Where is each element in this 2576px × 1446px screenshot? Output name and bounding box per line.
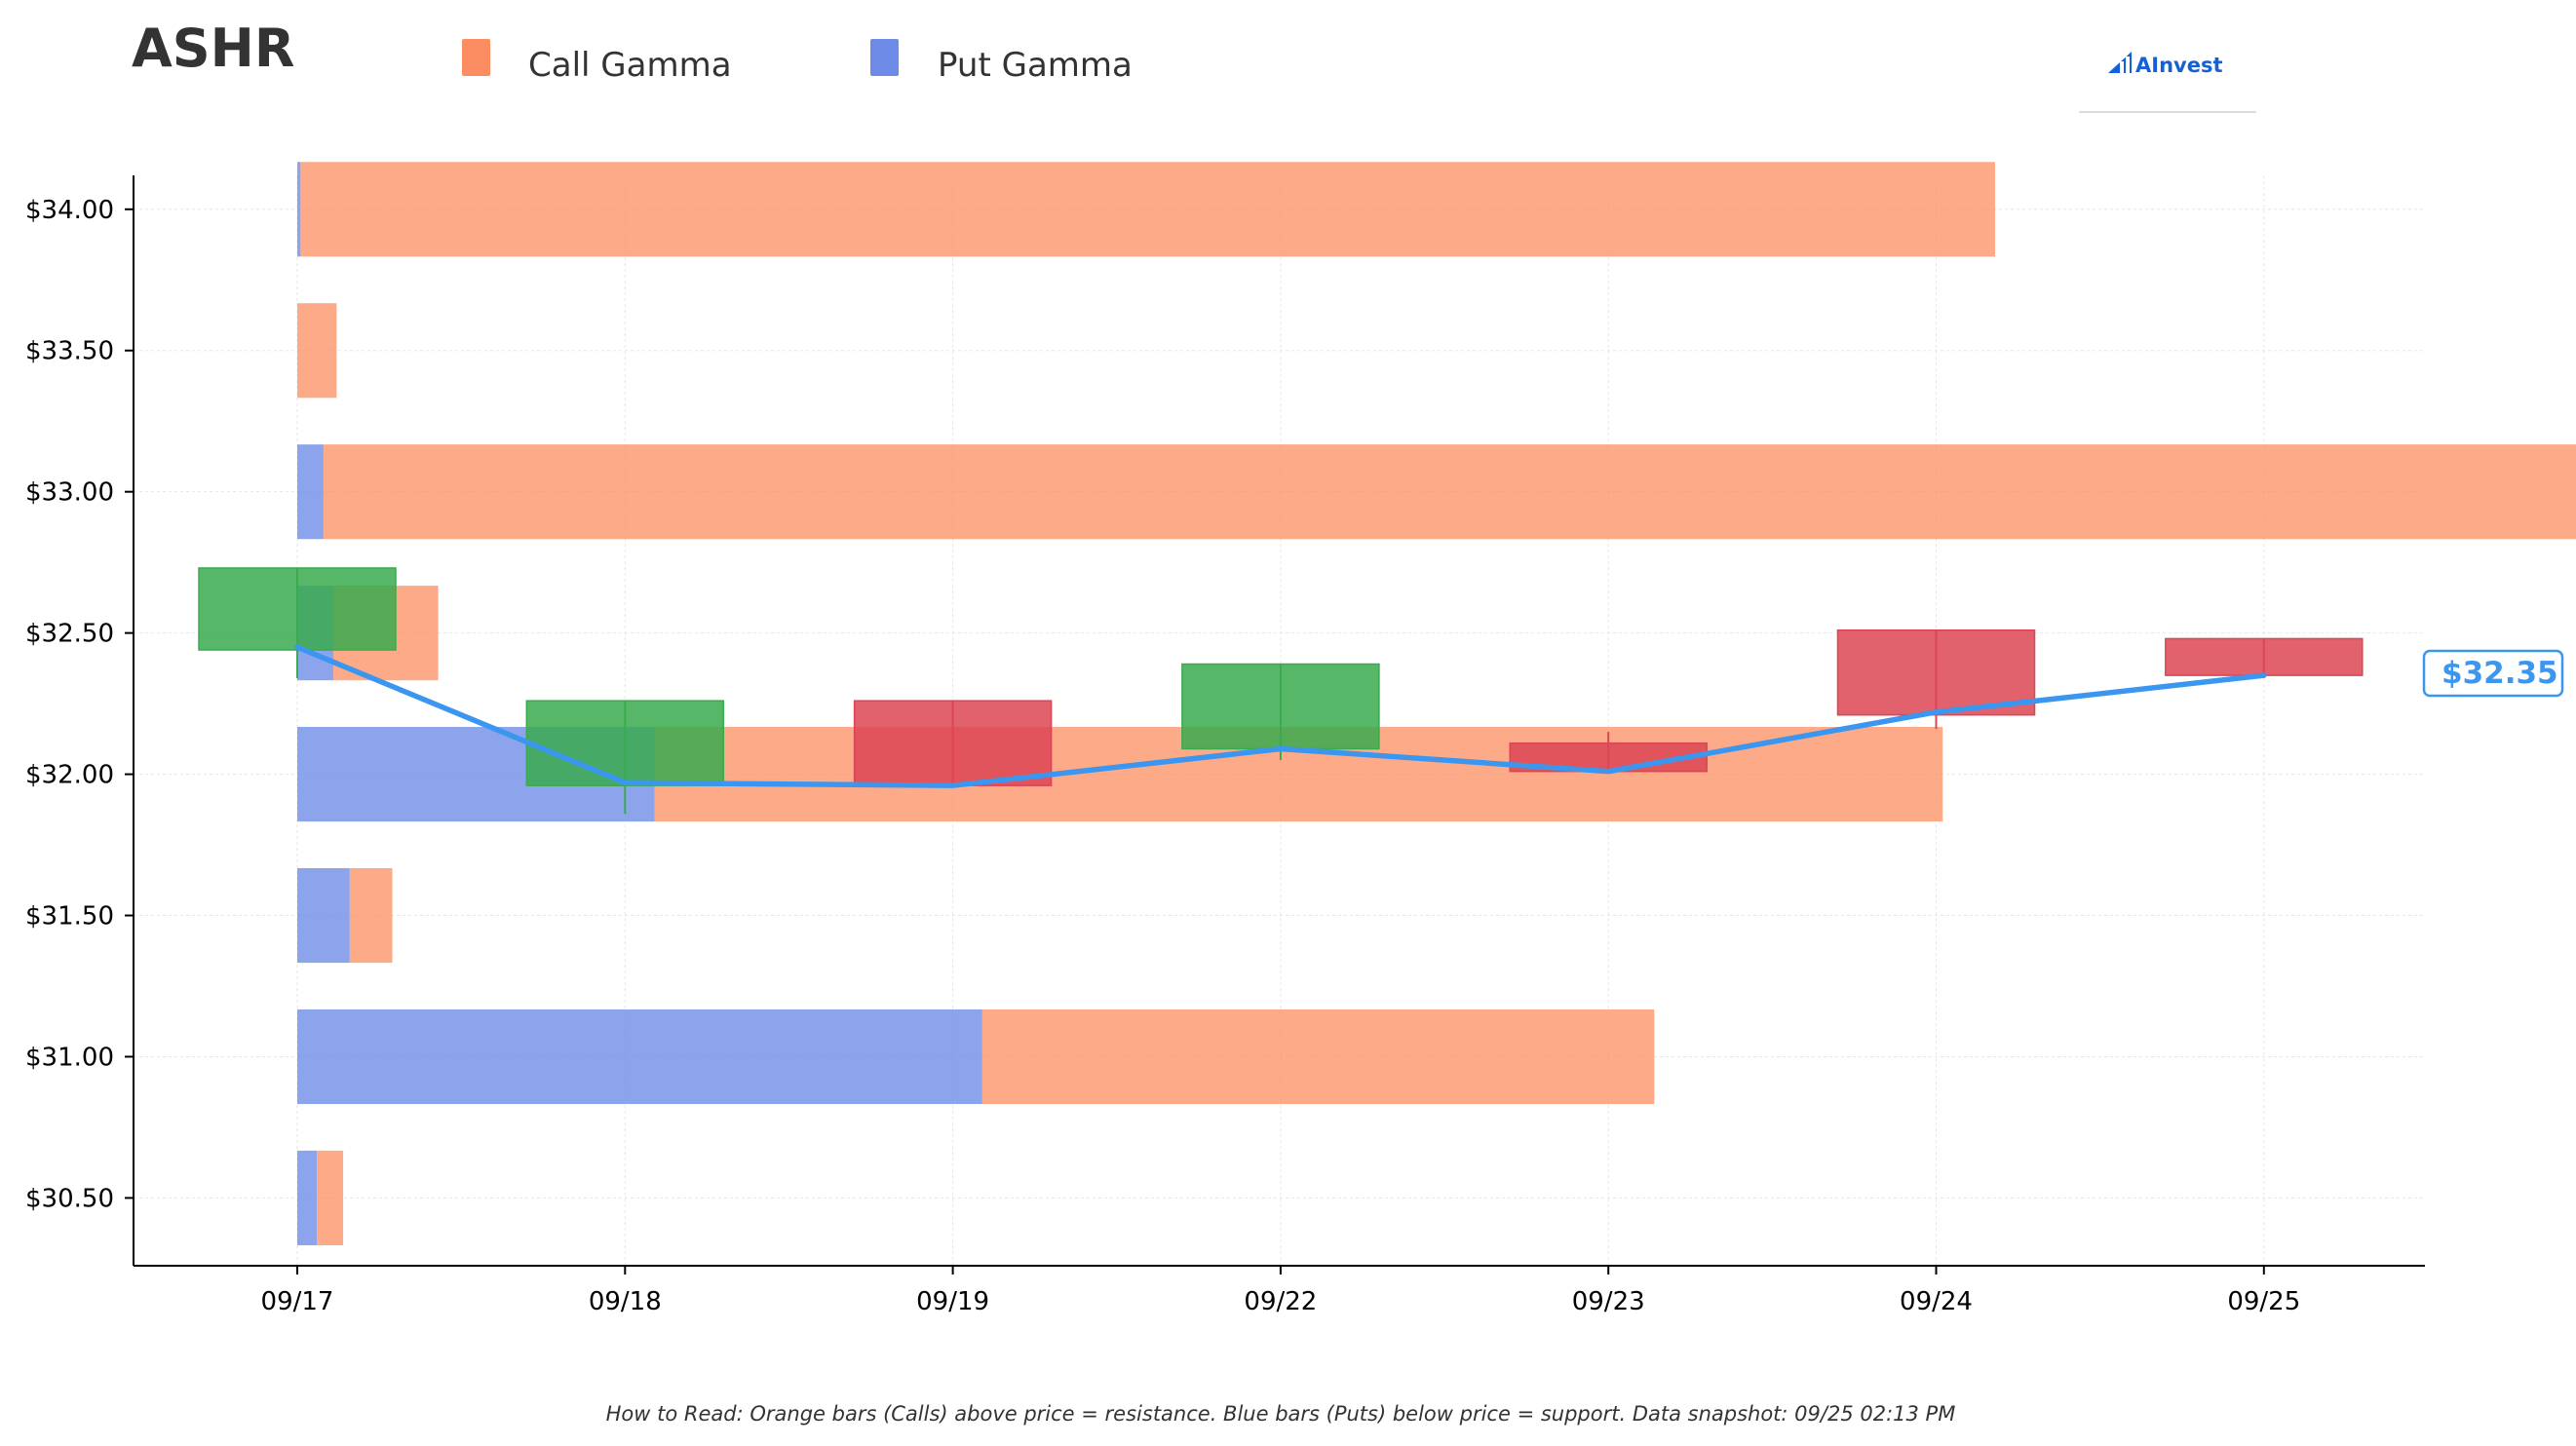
- candle-body: [2165, 637, 2364, 676]
- current-price-label: $32.35: [2441, 656, 2558, 691]
- logo-text: AInvest: [2135, 54, 2223, 77]
- put-gamma-bar: [297, 444, 324, 540]
- gamma-bars: [297, 162, 2576, 1245]
- put-gamma-bar: [297, 162, 301, 257]
- legend-call-swatch: [462, 39, 490, 76]
- price-line: [294, 644, 2267, 788]
- y-tick-label: $32.00: [25, 761, 114, 790]
- y-tick-label: $30.50: [25, 1184, 114, 1213]
- chart-title: ASHR: [132, 18, 294, 79]
- price-line-layer: [294, 644, 2267, 788]
- call-gamma-bar: [349, 867, 393, 964]
- x-tick-label: 09/22: [1244, 1287, 1317, 1316]
- x-tick-label: 09/25: [2227, 1287, 2300, 1316]
- call-gamma-bar: [981, 1008, 1655, 1105]
- footnote: How to Read: Orange bars (Calls) above p…: [606, 1402, 1956, 1426]
- call-gamma-bar: [300, 162, 1996, 257]
- call-gamma-bar: [317, 1150, 344, 1245]
- y-tick-label: $31.00: [25, 1043, 114, 1072]
- x-tick-label: 09/17: [261, 1287, 334, 1316]
- call-gamma-bar: [323, 444, 2576, 540]
- candle-body: [198, 567, 397, 651]
- y-tick-label: $31.50: [25, 902, 114, 932]
- candle-body: [525, 700, 725, 786]
- y-tick-label: $32.50: [25, 620, 114, 649]
- legend-put-swatch: [870, 39, 899, 76]
- candles: [198, 567, 2364, 815]
- candle-body: [1181, 663, 1380, 750]
- legend-call-label: Call Gamma: [528, 46, 732, 85]
- y-tick-label: $34.00: [25, 196, 114, 225]
- put-gamma-bar: [297, 1150, 318, 1245]
- put-gamma-bar: [297, 1008, 982, 1105]
- ainvest-logo: AInvest: [2079, 52, 2256, 113]
- candle-body: [853, 700, 1053, 786]
- y-tick-label: $33.50: [25, 337, 114, 366]
- logo-chart-icon: [2108, 52, 2132, 73]
- x-tick-label: 09/23: [1572, 1287, 1645, 1316]
- put-gamma-bar: [297, 867, 350, 964]
- y-tick-label: $33.00: [25, 478, 114, 508]
- x-tick-label: 09/24: [1900, 1287, 1973, 1316]
- candle-body: [1836, 628, 2036, 716]
- x-tick-label: 09/18: [589, 1287, 662, 1316]
- legend-put-label: Put Gamma: [938, 46, 1133, 85]
- axes: $30.50 $31.00 $31.50 $32.00 $32.50 $33.00 $33.…: [25, 175, 2425, 1316]
- current-price-badge: $32.35: [2422, 649, 2564, 698]
- call-gamma-bar: [297, 303, 337, 399]
- x-tick-label: 09/19: [916, 1287, 989, 1316]
